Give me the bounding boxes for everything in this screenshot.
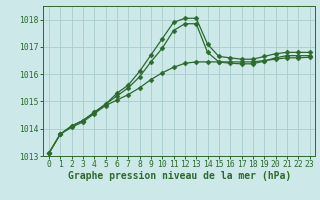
X-axis label: Graphe pression niveau de la mer (hPa): Graphe pression niveau de la mer (hPa) xyxy=(68,171,291,181)
